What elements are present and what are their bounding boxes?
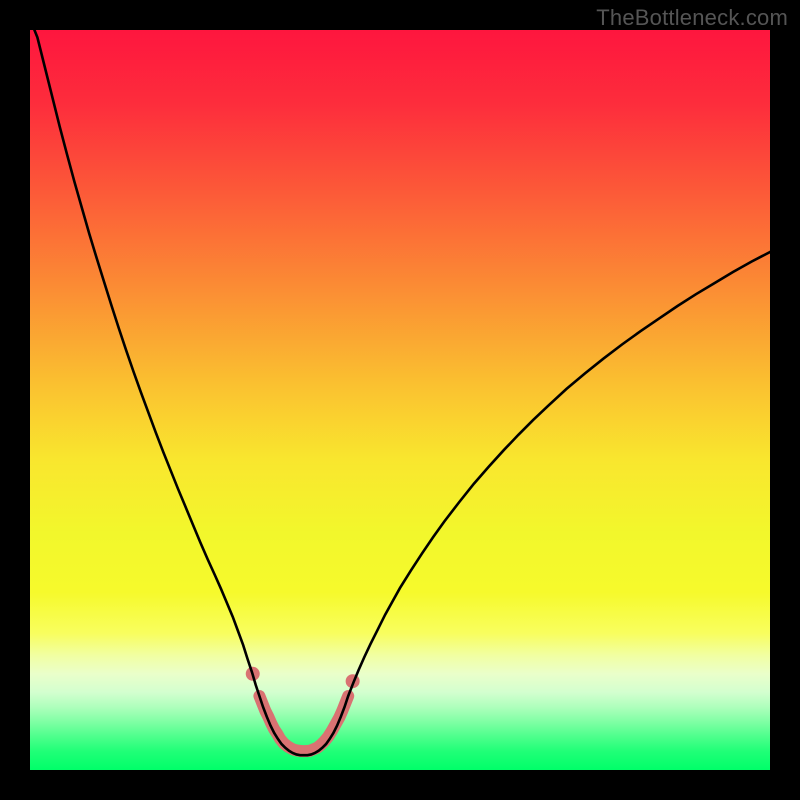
bottleneck-curve [30, 30, 770, 755]
watermark-text: TheBottleneck.com [596, 5, 788, 31]
highlight-curve-segment [259, 696, 348, 751]
chart-svg [30, 30, 770, 770]
plot-area [30, 30, 770, 770]
highlight-markers [246, 667, 360, 688]
